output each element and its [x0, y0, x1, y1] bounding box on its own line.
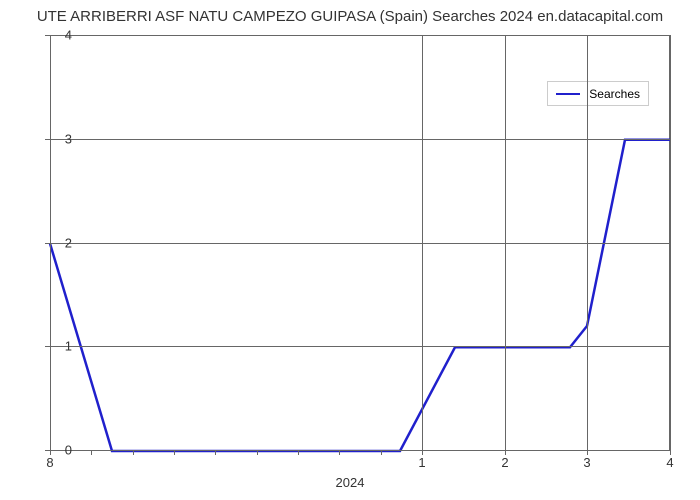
gridline-h: [50, 243, 670, 244]
gridline-h: [50, 450, 670, 451]
y-tick-label: 1: [65, 339, 72, 354]
x-tick-minor: [298, 450, 299, 455]
y-tick-label: 0: [65, 443, 72, 458]
x-tick-minor: [339, 450, 340, 455]
legend: Searches: [547, 81, 649, 106]
x-axis-title: 2024: [0, 475, 700, 490]
x-tick-label: 8: [46, 455, 53, 470]
chart-title: UTE ARRIBERRI ASF NATU CAMPEZO GUIPASA (…: [0, 8, 700, 25]
y-tick-label: 2: [65, 235, 72, 250]
legend-swatch: [556, 93, 580, 95]
gridline-h: [50, 346, 670, 347]
gridline-v: [422, 35, 423, 450]
gridline-v: [505, 35, 506, 450]
x-tick-minor: [257, 450, 258, 455]
x-tick-label: 2: [501, 455, 508, 470]
x-tick-label: 4: [666, 455, 673, 470]
chart-container: UTE ARRIBERRI ASF NATU CAMPEZO GUIPASA (…: [0, 0, 700, 500]
gridline-h: [50, 35, 670, 36]
gridline-v: [587, 35, 588, 450]
x-tick-minor: [133, 450, 134, 455]
x-tick-label: 1: [418, 455, 425, 470]
gridline-h: [50, 139, 670, 140]
x-tick-minor: [174, 450, 175, 455]
x-tick-minor: [215, 450, 216, 455]
x-tick-label: 3: [583, 455, 590, 470]
legend-label: Searches: [589, 87, 640, 101]
y-tick-label: 4: [65, 28, 72, 43]
x-tick-minor: [381, 450, 382, 455]
y-tick-label: 3: [65, 131, 72, 146]
gridline-v: [670, 35, 671, 450]
gridline-v: [50, 35, 51, 450]
x-tick-minor: [91, 450, 92, 455]
